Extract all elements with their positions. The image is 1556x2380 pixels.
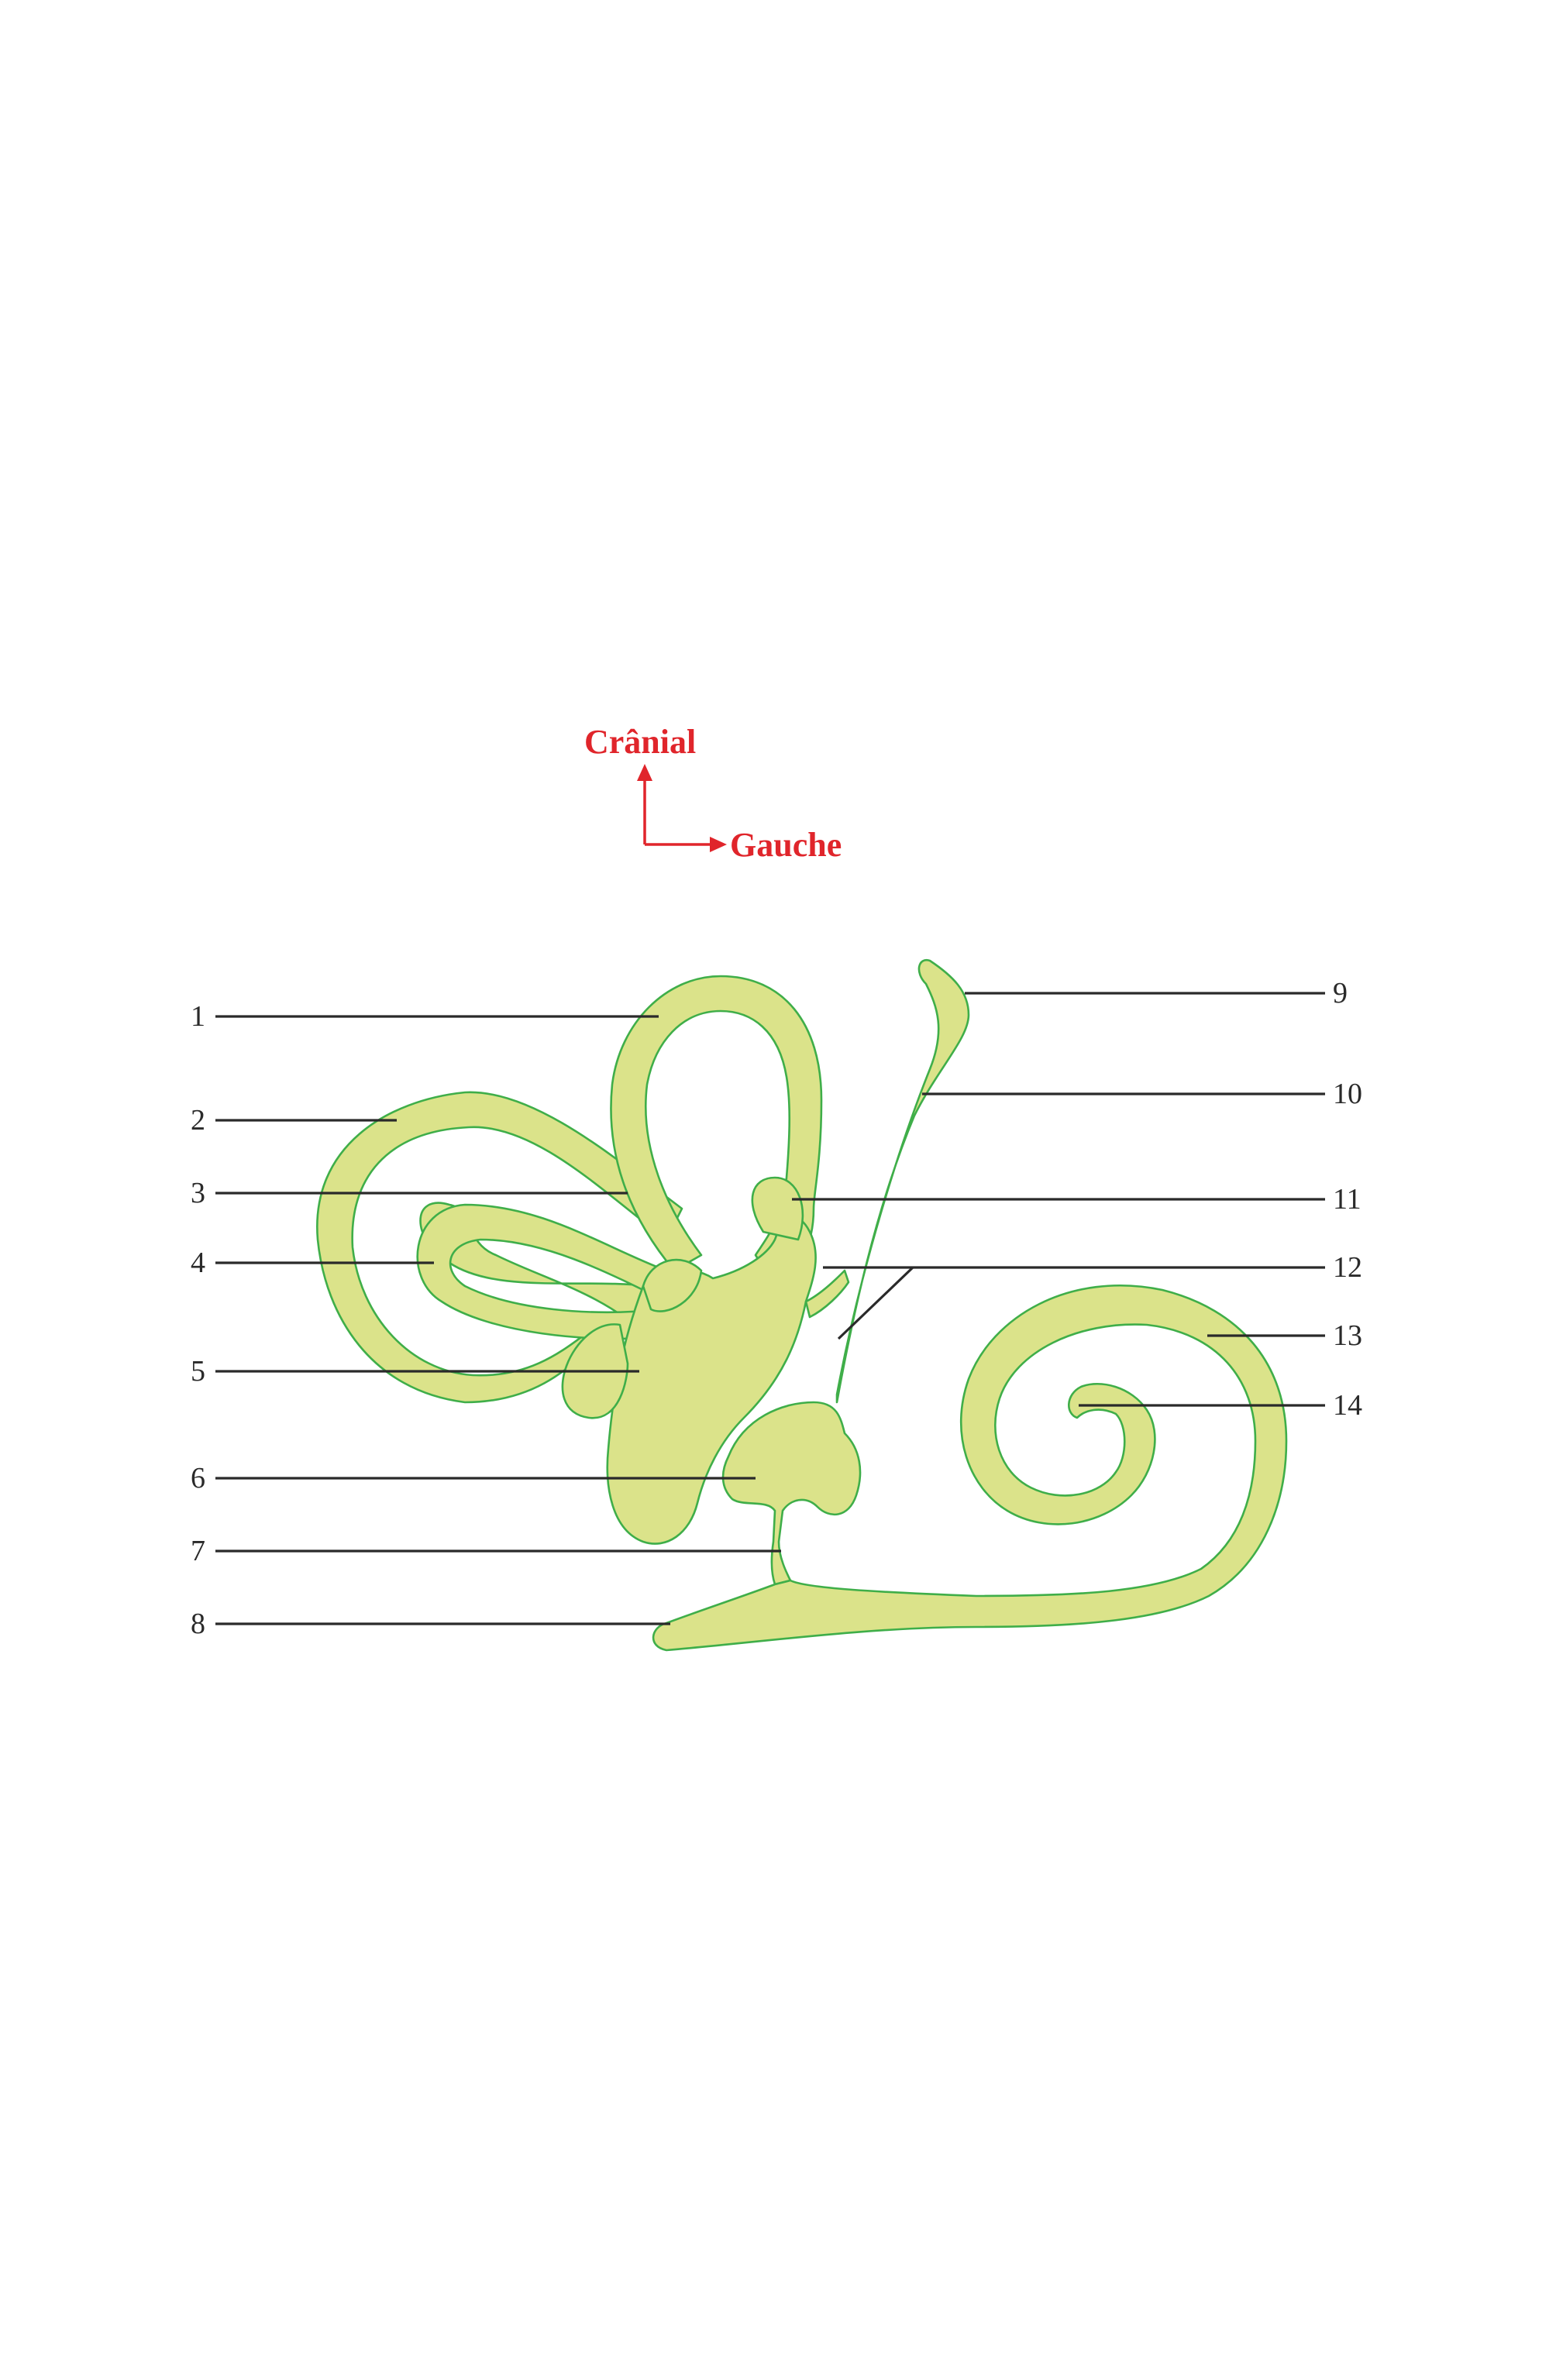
label-9: 9 (1333, 977, 1348, 1009)
orientation-right-arrowhead (710, 837, 727, 852)
label-6: 6 (191, 1462, 205, 1494)
label-10: 10 (1333, 1078, 1362, 1110)
orientation-up-label: Crânial (584, 723, 696, 761)
label-14: 14 (1333, 1389, 1362, 1422)
label-11: 11 (1333, 1183, 1362, 1216)
endolymphatic-duct-and-sac (835, 958, 970, 1404)
ampulla-posterior (642, 1258, 703, 1312)
label-2: 2 (191, 1104, 205, 1137)
label-3: 3 (191, 1177, 205, 1209)
label-5: 5 (191, 1355, 205, 1388)
utriculosaccular-duct (804, 1269, 850, 1319)
label-12: 12 (1333, 1251, 1362, 1284)
leader-lines (215, 992, 1325, 1625)
label-1: 1 (191, 1000, 205, 1033)
membranous-labyrinth (316, 958, 1288, 1652)
saccule (721, 1401, 862, 1586)
orientation-up-arrowhead (637, 764, 652, 781)
posterior-semicircular-loop (416, 1203, 668, 1340)
orientation-right-label: Gauche (730, 826, 842, 864)
cochlear-duct (652, 1284, 1288, 1652)
label-numbers: 1 2 3 4 5 6 7 8 9 10 11 12 13 14 (191, 977, 1362, 1640)
label-7: 7 (191, 1535, 205, 1567)
orientation-indicator: Crânial Gauche (584, 723, 842, 864)
label-13: 13 (1333, 1319, 1362, 1352)
lateral-semicircular-duct (316, 1091, 683, 1404)
label-8: 8 (191, 1608, 205, 1640)
ampulla-anterior (751, 1176, 804, 1241)
label-4: 4 (191, 1247, 205, 1279)
leader-12-diag (837, 1266, 914, 1340)
